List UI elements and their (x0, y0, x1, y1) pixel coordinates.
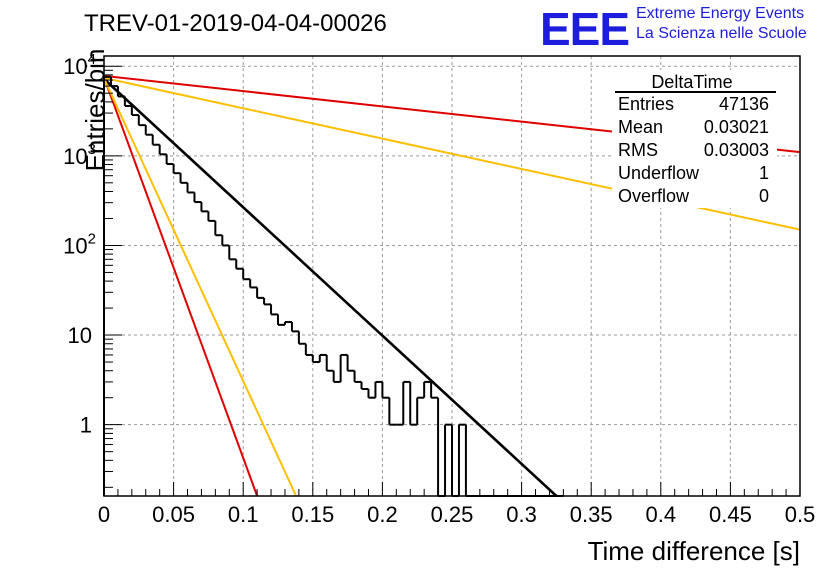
x-axis-title: Time difference [s] (588, 536, 800, 566)
y-tick-label: 102 (63, 230, 96, 258)
logo-line-2: La Scienza nelle Scuole (636, 25, 807, 42)
logo-line-1: Extreme Energy Events (636, 5, 805, 22)
stats-row-label: Underflow (618, 163, 700, 183)
logo-caption: Extreme Energy Events La Scienza nelle S… (636, 4, 807, 44)
eee-logo: EEE (540, 3, 630, 55)
x-tick-label: 0.4 (646, 502, 677, 527)
x-tick-label: 0.1 (228, 502, 259, 527)
plot-frame (103, 55, 801, 497)
stats-row-value: 0 (759, 186, 769, 206)
stats-row-label: Entries (618, 94, 674, 114)
x-tick-label: 0.5 (785, 502, 816, 527)
x-tick-label: 0.3 (506, 502, 537, 527)
fit-line (103, 78, 298, 497)
stats-row-value: 1 (759, 163, 769, 183)
stats-row-value: 0.03021 (704, 117, 769, 137)
stats-box: DeltaTime Entries 47136 Mean 0.03021 RMS 0.03… (612, 70, 777, 208)
stats-row-label: RMS (618, 140, 658, 160)
histogram (103, 75, 564, 497)
stats-row-value: 47136 (719, 94, 769, 114)
axes (103, 55, 801, 497)
y-tick-label: 10 (68, 323, 92, 348)
stats-row-label: Mean (618, 117, 663, 137)
fit-line (103, 77, 259, 497)
x-tick-label: 0 (98, 502, 110, 527)
x-tick-label: 0.2 (367, 502, 398, 527)
stats-title: DeltaTime (651, 72, 732, 92)
stats-row-value: 0.03003 (704, 140, 769, 160)
x-tick-labels: 0 0.05 0.1 0.15 0.2 0.25 0.3 0.35 0.4 0.45 0.5 (98, 502, 815, 527)
x-tick-label: 0.25 (431, 502, 474, 527)
x-tick-label: 0.15 (291, 502, 334, 527)
x-tick-label: 0.35 (570, 502, 613, 527)
y-tick-label: 1 (80, 413, 92, 438)
x-tick-label: 0.05 (152, 502, 195, 527)
y-axis-title: Entries/bin (80, 49, 110, 172)
fit-line (103, 78, 558, 497)
chart-title: TREV-01-2019-04-04-00026 (84, 10, 387, 37)
stats-row-label: Overflow (618, 186, 690, 206)
x-tick-label: 0.45 (709, 502, 752, 527)
